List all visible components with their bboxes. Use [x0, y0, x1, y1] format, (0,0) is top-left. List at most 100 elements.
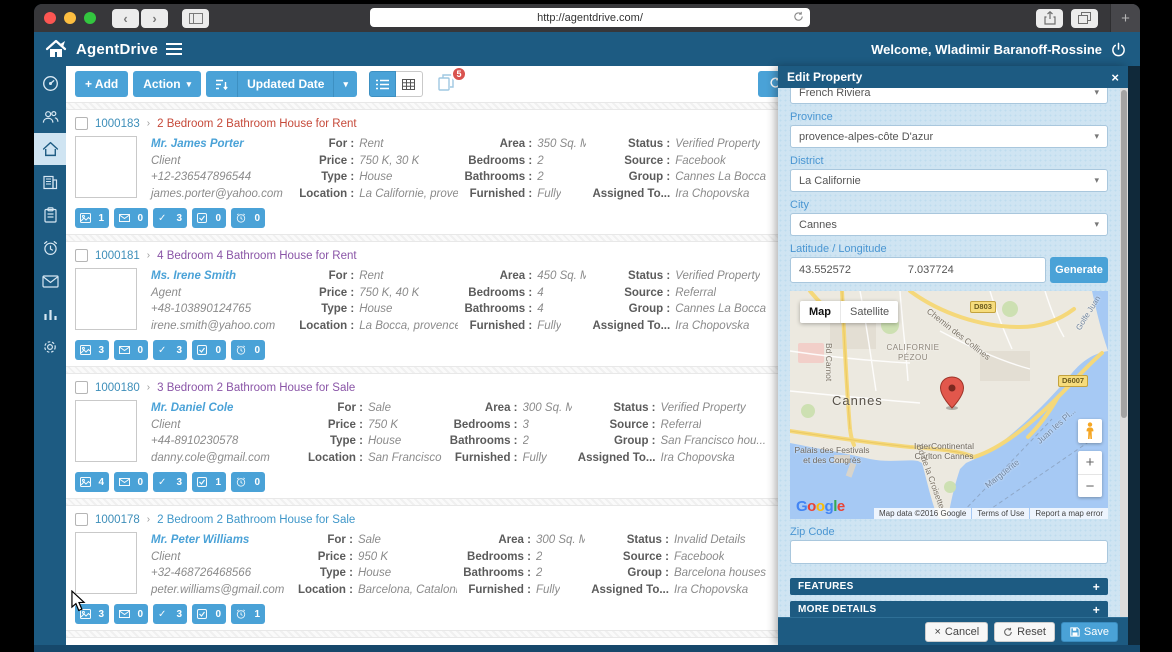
province-select[interactable]: provence-alpes-côte D'azur▾ — [790, 125, 1108, 148]
report-map-error-link[interactable]: Report a map error — [1030, 508, 1108, 519]
satellite-button[interactable]: Satellite — [840, 301, 898, 323]
menu-toggle-icon[interactable] — [166, 43, 182, 55]
accordion-more-details[interactable]: MORE DETAILS+ — [790, 601, 1108, 617]
list-view-button[interactable] — [369, 71, 396, 97]
property-id-link[interactable]: 1000180 — [95, 382, 140, 394]
property-title-link[interactable]: 2 Bedroom 2 Bathroom House for Sale — [157, 514, 355, 526]
panel-scrollbar[interactable] — [1120, 88, 1128, 617]
tasks-count-button[interactable]: 0 — [192, 208, 226, 228]
photos-count-button[interactable]: 4 — [75, 472, 109, 492]
contact-email: peter.williams@gmail.com — [151, 582, 289, 599]
contact-role: Client — [151, 417, 299, 434]
add-button[interactable]: + Add — [75, 71, 128, 97]
area-value: 300 Sq. Mt. — [523, 400, 572, 417]
save-button[interactable]: Save — [1061, 622, 1118, 642]
share-button[interactable] — [1036, 9, 1063, 28]
generate-button[interactable]: Generate — [1050, 257, 1108, 283]
tasks-count-button[interactable]: 1 — [192, 472, 226, 492]
sidebar-item-settings[interactable] — [34, 331, 66, 363]
city-select[interactable]: Cannes▾ — [790, 213, 1108, 236]
terms-of-use-link[interactable]: Terms of Use — [972, 508, 1029, 519]
back-button[interactable]: ‹ — [112, 9, 139, 28]
zoom-window-button[interactable] — [84, 12, 96, 24]
zoom-out-button[interactable]: − — [1078, 474, 1102, 497]
row-checkbox[interactable] — [75, 249, 88, 262]
checks-count-button[interactable]: ✓3 — [153, 472, 187, 492]
property-title-link[interactable]: 4 Bedroom 4 Bathroom House for Rent — [157, 250, 356, 262]
google-map[interactable]: Map Satellite + − Chemin des Collines D8… — [790, 291, 1108, 519]
property-title-link[interactable]: 2 Bedroom 2 Bathroom House for Rent — [157, 118, 356, 130]
for-label: For : — [289, 532, 353, 549]
sidebar-item-tasks[interactable] — [34, 199, 66, 231]
reminders-count-button[interactable]: 0 — [231, 340, 265, 360]
tasks-count-button[interactable]: 0 — [192, 604, 226, 624]
property-photo[interactable] — [75, 532, 137, 594]
sidebar-item-developments[interactable] — [34, 166, 66, 198]
bathrooms-value: 2 — [523, 433, 529, 450]
reminders-count-button[interactable]: 0 — [231, 208, 265, 228]
contact-name-link[interactable]: Mr. Peter Williams — [151, 532, 289, 549]
accordion-features[interactable]: FEATURES+ — [790, 578, 1108, 595]
sidebar-item-reminders[interactable] — [34, 232, 66, 264]
sidebar-toggle-button[interactable] — [182, 9, 209, 28]
checks-count-button[interactable]: ✓3 — [153, 604, 187, 624]
photos-count-button[interactable]: 1 — [75, 208, 109, 228]
contact-name-link[interactable]: Mr. James Porter — [151, 136, 290, 153]
row-action-buttons: 3 0 ✓3 0 0 — [75, 340, 766, 360]
contact-name-link[interactable]: Ms. Irene Smith — [151, 268, 290, 285]
reload-icon[interactable] — [793, 11, 804, 25]
reminders-count-button[interactable]: 1 — [231, 604, 265, 624]
map-button[interactable]: Map — [800, 301, 840, 323]
close-icon[interactable]: × — [1111, 70, 1119, 85]
forward-button[interactable]: › — [141, 9, 168, 28]
url-input[interactable]: http://agentdrive.com/ — [370, 8, 810, 27]
street-view-pegman-button[interactable] — [1078, 419, 1102, 443]
region-select[interactable]: French Riviera▾ — [790, 88, 1108, 104]
minimize-window-button[interactable] — [64, 12, 76, 24]
messages-count-button[interactable]: 0 — [114, 472, 148, 492]
latlng-input[interactable]: 43.552572 7.037724 — [790, 257, 1046, 283]
photos-count-button[interactable]: 3 — [75, 340, 109, 360]
row-checkbox[interactable] — [75, 513, 88, 526]
grid-view-button[interactable] — [396, 71, 423, 97]
district-select[interactable]: La Californie▾ — [790, 169, 1108, 192]
action-button[interactable]: Action▾ — [133, 71, 201, 97]
sidebar-item-reports[interactable] — [34, 298, 66, 330]
messages-count-button[interactable]: 0 — [114, 208, 148, 228]
close-window-button[interactable] — [44, 12, 56, 24]
property-row: 1000178 › 2 Bedroom 2 Bathroom House for… — [66, 506, 766, 630]
tasks-count-button[interactable]: 0 — [192, 340, 226, 360]
sidebar-item-email[interactable] — [34, 265, 66, 297]
panel-title: Edit Property — [787, 70, 862, 84]
property-title-link[interactable]: 3 Bedroom 2 Bathroom House for Sale — [157, 382, 355, 394]
sort-button[interactable]: Updated Date ▾ — [206, 71, 357, 97]
check-icon: ✓ — [158, 477, 166, 488]
sidebar-item-properties[interactable] — [34, 133, 66, 165]
zoom-in-button[interactable]: + — [1078, 451, 1102, 474]
property-photo[interactable] — [75, 400, 137, 462]
sidebar-item-dashboard[interactable] — [34, 67, 66, 99]
property-photo[interactable] — [75, 268, 137, 330]
messages-count-button[interactable]: 0 — [114, 604, 148, 624]
cancel-button[interactable]: ×Cancel — [925, 622, 988, 642]
contact-name-link[interactable]: Mr. Daniel Cole — [151, 400, 299, 417]
reminders-count-button[interactable]: 0 — [231, 472, 265, 492]
sidebar-item-contacts[interactable] — [34, 100, 66, 132]
checks-count-button[interactable]: ✓3 — [153, 208, 187, 228]
row-checkbox[interactable] — [75, 381, 88, 394]
row-checkbox[interactable] — [75, 117, 88, 130]
messages-count-button[interactable]: 0 — [114, 340, 148, 360]
logout-power-icon[interactable] — [1111, 42, 1126, 57]
property-id-link[interactable]: 1000181 — [95, 250, 140, 262]
property-photo[interactable] — [75, 136, 137, 198]
property-id-link[interactable]: 1000178 — [95, 514, 140, 526]
compare-button[interactable]: 5 — [438, 73, 458, 95]
tab-overview-button[interactable] — [1071, 9, 1098, 28]
reset-button[interactable]: Reset — [994, 622, 1055, 642]
new-tab-button[interactable]: + — [1110, 4, 1140, 32]
share-icon — [1044, 11, 1056, 25]
checks-count-button[interactable]: ✓3 — [153, 340, 187, 360]
zip-code-input[interactable] — [790, 540, 1108, 564]
property-id-link[interactable]: 1000183 — [95, 118, 140, 130]
contact-block: Mr. James Porter Client +12-236547896544… — [151, 136, 290, 202]
